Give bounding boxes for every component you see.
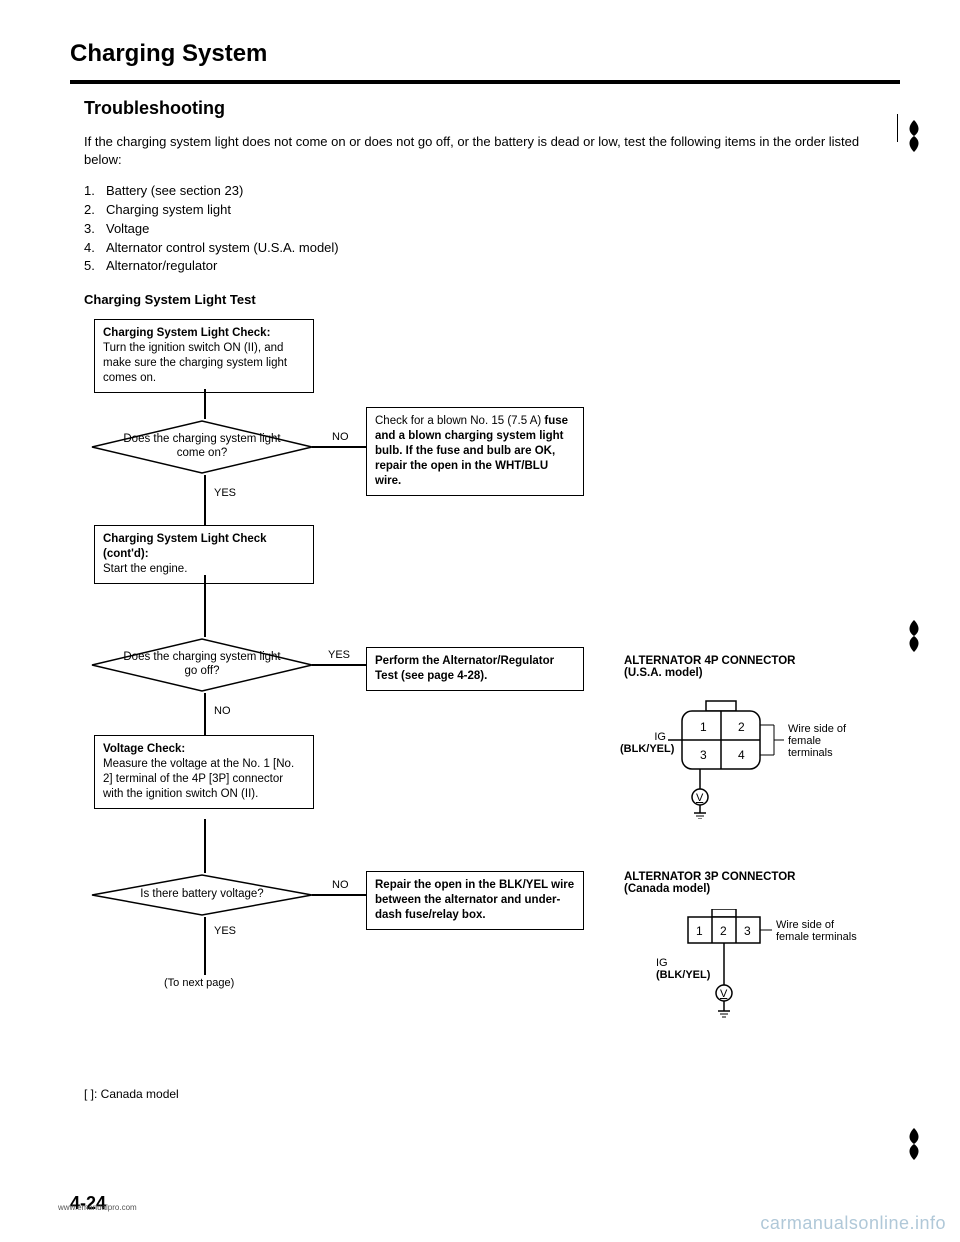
li-text: Charging system light <box>106 201 231 220</box>
li-num: 5. <box>84 257 106 276</box>
svg-text:V: V <box>696 792 704 804</box>
source-url: www.emanualpro.com <box>58 1203 137 1212</box>
c3-sub: (Canada model) <box>624 883 795 895</box>
li-num: 2. <box>84 201 106 220</box>
svg-text:4: 4 <box>738 748 745 762</box>
li-num: 1. <box>84 182 106 201</box>
flow-line <box>312 894 366 896</box>
c4-ig-label: IG <box>654 731 666 743</box>
c4-wire-label: (BLK/YEL) <box>620 743 674 755</box>
yes2-text: Perform the Alternator/Regulator Test (s… <box>375 655 554 682</box>
c4-title: ALTERNATOR 4P CONNECTOR <box>624 655 795 667</box>
side-marker-bot <box>904 1128 924 1163</box>
li-text: Battery (see section 23) <box>106 182 243 201</box>
flow-box-no1: Check for a blown No. 15 (7.5 A) fuse an… <box>366 407 584 496</box>
lbl-yes3: YES <box>214 925 236 937</box>
flow-line <box>204 389 206 419</box>
box2-text: Start the engine. <box>103 563 187 575</box>
heavy-rule <box>70 80 900 84</box>
side-marker-top <box>904 120 924 155</box>
li-text: Voltage <box>106 220 149 239</box>
li-text: Alternator/regulator <box>106 257 217 276</box>
c4-side-label: Wire side of female terminals <box>788 723 868 759</box>
d3-text: Is there battery voltage? <box>122 888 282 902</box>
flow-decision-1: Does the charging system light come on? <box>82 419 322 475</box>
flow-decision-3: Is there battery voltage? <box>82 873 322 917</box>
lbl-yes: YES <box>214 487 236 499</box>
box2-bold: Charging System Light Check (cont'd): <box>103 533 267 560</box>
conn-3p-block: ALTERNATOR 3P CONNECTOR (Canada model) <box>624 871 795 895</box>
flow-line <box>204 693 206 735</box>
flow-box-check1: Charging System Light Check: Turn the ig… <box>94 319 314 393</box>
flow-line <box>204 917 206 975</box>
box3-text: Measure the voltage at the No. 1 [No. 2]… <box>103 758 294 800</box>
flow-decision-2: Does the charging system light go off? <box>82 637 322 693</box>
c3-side-label: Wire side of female terminals <box>776 919 866 943</box>
sub-title: Troubleshooting <box>84 98 900 119</box>
c3-wire-label: (BLK/YEL) <box>656 969 710 981</box>
svg-text:3: 3 <box>744 924 751 938</box>
svg-text:2: 2 <box>720 924 727 938</box>
conn-3p-diagram: 1 2 3 V Wire side of female terminals IG… <box>652 909 892 1032</box>
conn-4p-block: ALTERNATOR 4P CONNECTOR (U.S.A. model) <box>624 655 795 679</box>
lbl-no3: NO <box>332 879 349 891</box>
flow-box-no3: Repair the open in the BLK/YEL wire betw… <box>366 871 584 930</box>
flow-line <box>204 575 206 637</box>
c3-ig: IG (BLK/YEL) <box>656 957 710 981</box>
box3-bold: Voltage Check: <box>103 743 185 755</box>
test-heading: Charging System Light Test <box>84 292 900 307</box>
svg-text:2: 2 <box>738 720 745 734</box>
watermark: carmanualsonline.info <box>760 1213 946 1234</box>
flow-box-yes2: Perform the Alternator/Regulator Test (s… <box>366 647 584 691</box>
lbl-no2: NO <box>214 705 231 717</box>
d1-text: Does the charging system light come on? <box>122 434 282 462</box>
page-title: Charging System <box>70 40 900 68</box>
flow-line <box>312 664 366 666</box>
box1-text: Turn the ignition switch ON (II), and ma… <box>103 342 287 384</box>
svg-text:1: 1 <box>696 924 703 938</box>
flowchart: Charging System Light Check: Turn the ig… <box>84 319 900 1079</box>
c4-sub: (U.S.A. model) <box>624 667 795 679</box>
no3-text: Repair the open in the BLK/YEL wire betw… <box>375 879 574 921</box>
flow-line <box>204 819 206 873</box>
d2-text: Does the charging system light go off? <box>122 652 282 680</box>
footnote: [ ]: Canada model <box>84 1087 900 1101</box>
c3-title: ALTERNATOR 3P CONNECTOR <box>624 871 795 883</box>
to-next: (To next page) <box>164 977 234 989</box>
rule-cut <box>897 114 899 142</box>
flow-box-voltage: Voltage Check: Measure the voltage at th… <box>94 735 314 809</box>
numbered-list: 1.Battery (see section 23) 2.Charging sy… <box>84 182 900 276</box>
c3-ig-label: IG <box>656 957 668 969</box>
lbl-yes2: YES <box>328 649 350 661</box>
svg-text:3: 3 <box>700 748 707 762</box>
svg-text:V: V <box>720 988 728 1000</box>
no1-prefix: Check for a blown No. 15 (7.5 A) <box>375 415 544 427</box>
intro-text: If the charging system light does not co… <box>84 133 900 168</box>
flow-line <box>312 446 366 448</box>
side-marker-mid <box>904 620 924 655</box>
c4-ig: IG (BLK/YEL) <box>620 731 666 755</box>
conn-4p-diagram: 1 2 3 4 V IG (BLK/YEL) Wire side of fema… <box>624 699 864 822</box>
flow-line <box>204 475 206 525</box>
box1-bold: Charging System Light Check: <box>103 327 270 339</box>
li-num: 4. <box>84 239 106 258</box>
lbl-no: NO <box>332 431 349 443</box>
svg-text:1: 1 <box>700 720 707 734</box>
li-text: Alternator control system (U.S.A. model) <box>106 239 339 258</box>
li-num: 3. <box>84 220 106 239</box>
